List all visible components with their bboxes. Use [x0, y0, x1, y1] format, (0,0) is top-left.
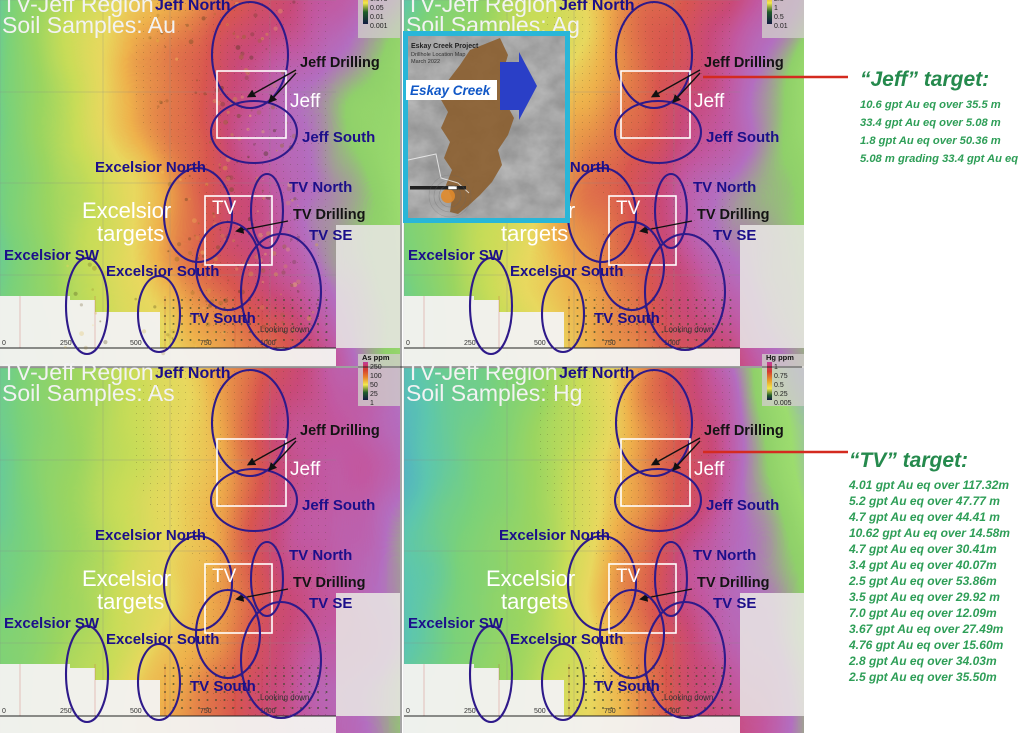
svg-text:2.8 gpt Au eq over 34.03m: 2.8 gpt Au eq over 34.03m	[848, 654, 997, 668]
svg-text:2.5 gpt Au eq over 53.86m: 2.5 gpt Au eq over 53.86m	[848, 574, 997, 588]
svg-text:5.2 gpt Au eq over 47.77 m: 5.2 gpt Au eq over 47.77 m	[849, 494, 1000, 508]
svg-text:7.0 gpt Au eq over 12.09m: 7.0 gpt Au eq over 12.09m	[849, 606, 997, 620]
svg-text:“Jeff” target:: “Jeff” target:	[860, 68, 989, 91]
svg-text:3.4 gpt Au eq over 40.07m: 3.4 gpt Au eq over 40.07m	[849, 558, 997, 572]
svg-text:1.8 gpt Au eq over 50.36 m: 1.8 gpt Au eq over 50.36 m	[860, 135, 1001, 147]
svg-text:5.08 m grading 33.4 gpt Au eq: 5.08 m grading 33.4 gpt Au eq	[860, 153, 1018, 165]
svg-text:3.5 gpt Au eq over 29.92 m: 3.5 gpt Au eq over 29.92 m	[849, 590, 1000, 604]
svg-text:3.67 gpt Au eq over 27.49m: 3.67 gpt Au eq over 27.49m	[849, 622, 1004, 636]
svg-text:10.6 gpt Au eq over 35.5 m: 10.6 gpt Au eq over 35.5 m	[860, 99, 1001, 111]
svg-text:4.01 gpt Au eq over 117.32m: 4.01 gpt Au eq over 117.32m	[848, 478, 1009, 492]
svg-text:“TV” target:: “TV” target:	[849, 449, 968, 472]
svg-text:2.5 gpt Au eq over 35.50m: 2.5 gpt Au eq over 35.50m	[848, 670, 997, 684]
svg-text:10.62 gpt Au eq over 14.58m: 10.62 gpt Au eq over 14.58m	[849, 526, 1010, 540]
svg-text:4.7 gpt Au eq over 30.41m: 4.7 gpt Au eq over 30.41m	[848, 542, 997, 556]
svg-text:4.76 gpt Au eq over 15.60m: 4.76 gpt Au eq over 15.60m	[848, 638, 1004, 652]
svg-text:4.7 gpt Au eq over 44.41 m: 4.7 gpt Au eq over 44.41 m	[848, 510, 1000, 524]
svg-text:33.4 gpt Au eq over 5.08 m: 33.4 gpt Au eq over 5.08 m	[860, 117, 1001, 129]
